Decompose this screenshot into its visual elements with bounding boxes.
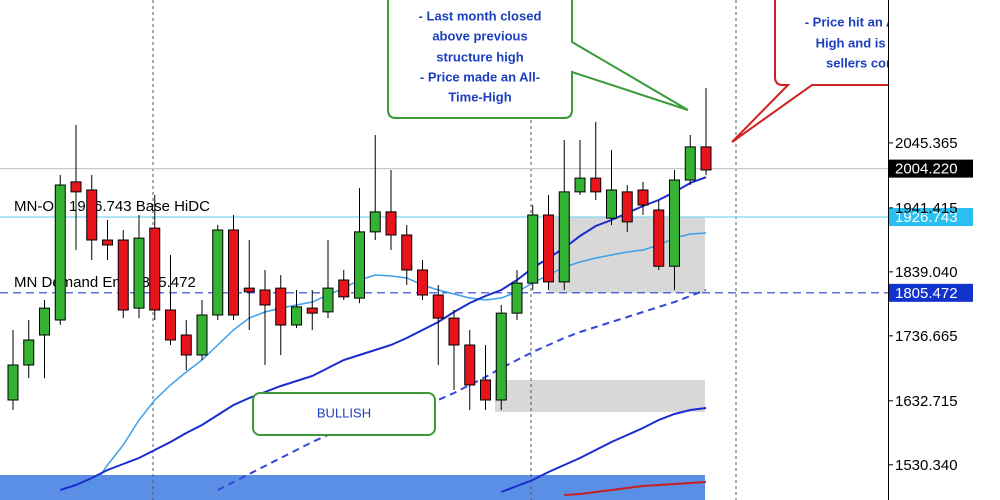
level-box xyxy=(889,159,973,178)
moving-average xyxy=(500,407,707,493)
candle-body xyxy=(684,146,696,181)
candle-body xyxy=(7,364,19,401)
candle-body xyxy=(495,312,507,401)
candle-body xyxy=(527,214,539,284)
candle-body xyxy=(606,189,617,219)
candle-body xyxy=(653,209,665,267)
candle-body xyxy=(448,317,460,346)
candle-body xyxy=(259,289,271,306)
candle-body xyxy=(102,239,113,246)
candle-body xyxy=(165,309,176,341)
candle-body xyxy=(574,177,586,193)
callout-text: above previous xyxy=(432,28,527,43)
level-box xyxy=(889,283,973,302)
y-tick-label: 1530.340 xyxy=(895,457,958,474)
moving-average xyxy=(217,289,707,491)
candle-body xyxy=(354,231,365,299)
level-box xyxy=(889,208,973,227)
candle-body xyxy=(86,189,98,241)
y-tick-label: 2045.365 xyxy=(895,135,958,152)
y-tick-label: 1839.040 xyxy=(895,264,958,281)
candle-body xyxy=(480,379,491,401)
candle-body xyxy=(621,191,633,223)
levels xyxy=(0,168,888,294)
label-text: BULLISH xyxy=(317,405,371,420)
candle-body xyxy=(39,307,50,336)
callout-box xyxy=(387,0,689,119)
candle-body xyxy=(338,279,350,298)
candle-body xyxy=(590,177,602,193)
price-axis: 2004.220 1926.743 1805.472 2045.365 1941.415… xyxy=(888,135,973,474)
candle-body xyxy=(243,287,255,293)
moving-average xyxy=(59,176,707,491)
callout-text: - Price made an All- xyxy=(420,69,540,84)
y-tick-label: 1632.715 xyxy=(895,393,958,410)
candle-body xyxy=(180,334,192,356)
candle-body xyxy=(291,306,302,326)
moving-average xyxy=(564,481,707,496)
candle-body xyxy=(228,229,239,316)
zone xyxy=(0,475,705,500)
candle-body xyxy=(464,344,476,386)
candle-body xyxy=(511,282,523,314)
candles xyxy=(7,88,712,410)
candle-body xyxy=(369,211,381,233)
level-label: 2004.220 xyxy=(895,161,958,178)
level-note: MN-OD 1926.743 Base HiDC xyxy=(14,198,210,215)
callout-text: - Last month closed xyxy=(419,8,542,23)
candle-body xyxy=(117,239,129,311)
moving-averages xyxy=(59,176,707,496)
candle-body xyxy=(322,287,334,313)
candle-body xyxy=(558,191,570,283)
label-box xyxy=(252,392,436,436)
moving-average xyxy=(91,232,707,489)
candle-body xyxy=(275,287,287,326)
price-axis-panel xyxy=(888,0,1000,500)
y-tick-label: 1736.665 xyxy=(895,328,958,345)
y-tick-label: 1941.415 xyxy=(895,200,958,217)
candle-body xyxy=(196,314,208,356)
candle-body xyxy=(700,146,712,171)
candle-body xyxy=(385,211,397,236)
candle-body xyxy=(70,181,82,193)
candle-body xyxy=(669,179,680,267)
zone xyxy=(495,380,705,412)
candle-body xyxy=(417,269,428,296)
candle-body xyxy=(212,229,224,316)
level-note: MN Demand End 1805.472 xyxy=(14,274,196,291)
level-label: 1805.472 xyxy=(895,285,958,302)
candle-body xyxy=(149,227,161,311)
candle-body xyxy=(23,339,35,366)
candle-body xyxy=(401,234,413,271)
candle-body xyxy=(637,189,649,206)
bullish-label: BULLISH xyxy=(252,392,436,436)
candle-body xyxy=(306,307,318,314)
level-label: 1926.743 xyxy=(895,209,958,226)
period-separators xyxy=(152,0,737,500)
candle-body xyxy=(54,184,66,321)
candle-body xyxy=(543,214,554,283)
green-callout: - Last month closed above previous struc… xyxy=(387,0,689,119)
callout-text: Time-High xyxy=(448,89,511,104)
callout-text: structure high xyxy=(436,49,523,64)
candle-body xyxy=(432,294,444,319)
candle-body xyxy=(133,237,145,309)
